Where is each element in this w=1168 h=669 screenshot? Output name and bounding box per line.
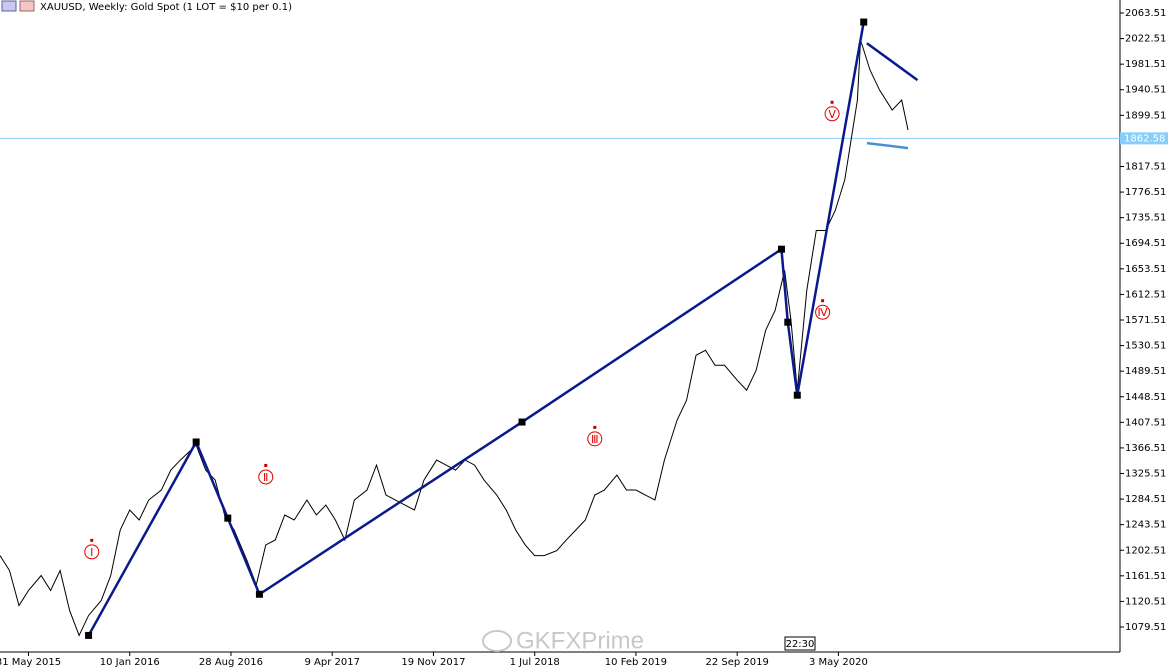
series-line [866,42,919,82]
wave-dot [264,463,268,467]
wave-circle [824,106,840,122]
y-tick-label: 1407.51 [1125,417,1166,428]
x-tick-label: 19 Nov 2017 [401,657,465,668]
current-price-label: 1862.58 [1124,133,1165,144]
y-tick-label: 1899.51 [1125,110,1166,121]
wave-pivot [255,590,263,598]
wave-dot [593,425,597,429]
y-tick-label: 1448.51 [1125,392,1166,403]
chart-header: XAUUSD, Weekly: Gold Spot (1 LOT = $10 p… [40,2,292,13]
wave-pivot [793,391,801,399]
y-tick-label: 1981.51 [1125,59,1166,70]
y-tick-label: 2022.51 [1125,34,1166,45]
series-line [866,141,909,150]
x-tick-label: 3 May 2020 [809,657,868,668]
y-tick-label: 1940.51 [1125,85,1166,96]
wave-circle [84,544,100,560]
x-tick-label: 10 Jan 2016 [100,657,160,668]
y-tick-label: 1735.51 [1125,213,1166,224]
y-tick-label: 1776.51 [1125,187,1166,198]
series-line [87,21,865,637]
wave-pivot [860,18,868,26]
time-label: 22:30 [786,639,815,650]
y-tick-label: 1653.51 [1125,264,1166,275]
y-tick-label: 1366.51 [1125,443,1166,454]
y-tick-label: 1243.51 [1125,520,1166,531]
y-tick-label: 1612.51 [1125,289,1166,300]
y-tick-label: 1530.51 [1125,341,1166,352]
wave-circle [815,304,831,320]
series-line [0,39,909,637]
app-icon [19,0,35,12]
wave-dot [90,538,94,542]
wave-label: Ⅴ [828,108,836,121]
wave-label: Ⅱ [263,471,268,484]
current-price-box [1120,132,1168,145]
wave-circle [258,469,274,485]
y-tick-label: 2063.51 [1125,8,1166,19]
y-tick-label: 1817.51 [1125,161,1166,172]
watermark-icon [482,630,512,652]
wave-dot [821,299,825,303]
time-box [784,636,816,651]
y-tick-label: 1325.51 [1125,469,1166,480]
wave-pivot [224,514,232,522]
wave-pivot [784,318,792,326]
watermark: GKFXPrime [482,627,644,654]
y-tick-label: 1079.51 [1125,622,1166,633]
y-tick-label: 1120.51 [1125,596,1166,607]
watermark-text: GKFXPrime [516,627,644,654]
wave-circle [587,431,603,447]
wave-label: Ⅳ [818,306,829,319]
y-tick-label: 1489.51 [1125,366,1166,377]
wave-label: Ⅰ [90,546,93,559]
wave-dot [830,100,834,104]
y-tick-label: 1284.51 [1125,494,1166,505]
x-tick-label: 10 Feb 2019 [605,657,667,668]
x-tick-label: 1 Jul 2018 [510,657,560,668]
y-tick-label: 1161.51 [1125,571,1166,582]
app-icon [1,0,17,12]
wave-pivot [518,418,526,426]
wave-label: Ⅲ [591,433,599,446]
x-tick-label: 31 May 2015 [0,657,61,668]
wave-pivot [777,245,785,253]
wave-pivot [192,438,200,446]
wave-pivot [85,631,93,639]
x-tick-label: 28 Aug 2016 [199,657,263,668]
y-tick-label: 1202.51 [1125,545,1166,556]
y-tick-label: 1571.51 [1125,315,1166,326]
x-tick-label: 9 Apr 2017 [304,657,359,668]
y-tick-label: 1694.51 [1125,238,1166,249]
x-tick-label: 22 Sep 2019 [705,657,768,668]
